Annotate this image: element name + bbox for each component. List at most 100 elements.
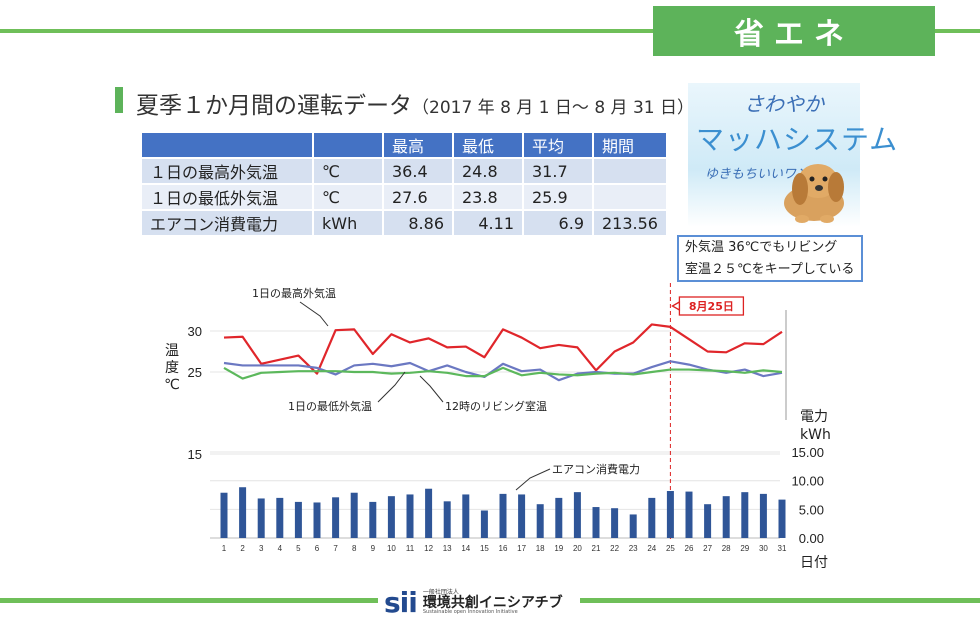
- power-bar: [573, 492, 581, 538]
- x-tick-label: 23: [629, 544, 638, 553]
- power-bar: [443, 501, 451, 538]
- logo-org-english: Sustainable open Innovation Initiative: [422, 609, 518, 615]
- power-bar: [220, 492, 228, 538]
- x-tick-label: 2: [240, 544, 245, 553]
- title-period: （2017 年 8 月 1 日～ 8 月 31 日）: [412, 98, 694, 118]
- power-bar: [257, 498, 265, 538]
- row-min: 4.11: [454, 211, 522, 235]
- power-bar: [611, 508, 619, 538]
- temp-axis-title: ℃: [164, 377, 180, 393]
- row-label: １日の最高外気温: [142, 159, 312, 183]
- dog-illustration-icon: [784, 164, 844, 223]
- power-bars: [220, 487, 786, 538]
- power-axis-unit: kWh: [800, 427, 831, 443]
- x-tick-label: 25: [666, 544, 675, 553]
- power-tick-label: 5.00: [799, 502, 824, 517]
- power-bar: [350, 492, 358, 538]
- callout-line1: 外気温 36℃でもリビング: [685, 240, 838, 255]
- series-line: [223, 360, 783, 382]
- summary-table: 最高 最低 平均 期間 １日の最高外気温 ℃ 36.4 24.8 31.7 １日…: [140, 131, 668, 237]
- x-tick-label: 7: [333, 544, 338, 553]
- power-bar: [406, 494, 414, 538]
- table-header-cell: [142, 133, 312, 157]
- x-tick-label: 26: [685, 544, 694, 553]
- footer-rule-left: [0, 598, 378, 603]
- series-label-room-temp: 12時のリビング室温: [445, 399, 547, 413]
- power-bar: [722, 496, 730, 538]
- x-tick-label: 15: [480, 544, 489, 553]
- logo-text: 一般社団法人 環境共創イニシアチブ Sustainable open Innov…: [423, 590, 563, 615]
- header-rule-left: [0, 29, 660, 33]
- power-bar: [369, 501, 377, 538]
- x-tick-label: 8: [352, 544, 357, 553]
- row-max: 27.6: [384, 185, 452, 209]
- promo-line3: ゆきもちいいワン♪: [705, 167, 818, 182]
- table-row: エアコン消費電力 kWh 8.86 4.11 6.9 213.56: [142, 211, 666, 235]
- power-bar: [704, 504, 712, 538]
- table-row: １日の最高外気温 ℃ 36.4 24.8 31.7: [142, 159, 666, 183]
- row-total: [594, 159, 666, 183]
- row-avg: 25.9: [524, 185, 592, 209]
- promo-line1: さわやか: [744, 92, 824, 116]
- power-bar: [629, 514, 637, 538]
- power-bar: [536, 504, 544, 538]
- x-tick-label: 16: [499, 544, 508, 553]
- x-tick-label: 31: [778, 544, 787, 553]
- x-tick-label: 19: [554, 544, 563, 553]
- power-bar: [276, 497, 284, 538]
- power-bar: [666, 491, 674, 538]
- date-marker-pointer: [671, 300, 681, 312]
- table-header-row: 最高 最低 平均 期間: [142, 133, 666, 157]
- x-tick-label: 17: [517, 544, 526, 553]
- series-label-max-temp: 1日の最高外気温: [252, 286, 336, 300]
- row-max: 36.4: [384, 159, 452, 183]
- x-tick-label: 18: [536, 544, 545, 553]
- leader-line: [377, 371, 406, 403]
- power-bar: [480, 510, 488, 538]
- x-tick-label: 4: [278, 544, 283, 553]
- leader-line: [419, 375, 444, 403]
- x-tick-label: 12: [424, 544, 433, 553]
- row-min: 23.8: [454, 185, 522, 209]
- x-tick-label: 10: [387, 544, 396, 553]
- temp-tick-label: 15: [188, 447, 202, 462]
- leader-line: [299, 301, 329, 327]
- x-tick-label: 3: [259, 544, 264, 553]
- logo-mark: sii: [384, 586, 418, 619]
- temp-tick-label: 25: [188, 365, 202, 380]
- temperature-lines: [223, 323, 783, 382]
- row-unit: kWh: [314, 211, 382, 235]
- table-header-cell: 最低: [454, 133, 522, 157]
- power-bar: [313, 502, 321, 538]
- logo-org-name: 環境共創イニシアチブ: [422, 595, 563, 611]
- x-tick-label: 28: [722, 544, 731, 553]
- temp-axis-title: 度: [165, 360, 179, 376]
- x-axis-title: 日付: [800, 555, 828, 571]
- x-tick-label: 5: [296, 544, 301, 553]
- table-header-cell: 期間: [594, 133, 666, 157]
- row-label: １日の最低外気温: [142, 185, 312, 209]
- x-tick-label: 29: [740, 544, 749, 553]
- x-tick-label: 20: [573, 544, 582, 553]
- title-accent-bar: [115, 87, 123, 113]
- power-tick-label: 10.00: [791, 474, 824, 489]
- page-title: 夏季１か月間の運転データ（2017 年 8 月 1 日～ 8 月 31 日）: [136, 86, 694, 120]
- power-tick-label: 15.00: [791, 445, 824, 460]
- table-header-cell: 平均: [524, 133, 592, 157]
- power-bar: [462, 494, 470, 538]
- row-min: 24.8: [454, 159, 522, 183]
- power-bar: [332, 497, 340, 538]
- row-unit: ℃: [314, 185, 382, 209]
- date-marker-label: 8月25日: [689, 300, 734, 313]
- power-bar: [387, 496, 395, 538]
- x-tick-label: 9: [371, 544, 376, 553]
- power-axis-title: 電力: [800, 409, 828, 425]
- x-tick-label: 24: [647, 544, 656, 553]
- callout-line2: 室温２５℃をキープしている: [685, 262, 855, 277]
- row-unit: ℃: [314, 159, 382, 183]
- leader-line: [515, 468, 551, 491]
- x-tick-label: 21: [592, 544, 601, 553]
- power-bar: [592, 507, 600, 538]
